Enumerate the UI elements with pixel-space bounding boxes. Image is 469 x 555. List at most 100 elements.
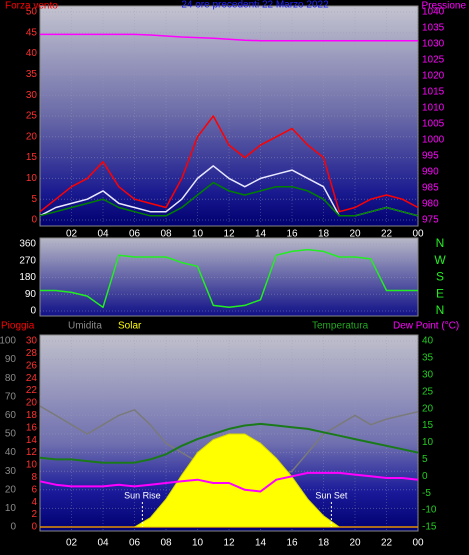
y3-tick-label: 8: [31, 472, 37, 483]
y2-tick-label: 20: [422, 403, 434, 414]
y-tick-label: 50: [5, 429, 17, 440]
y3-tick-label: 26: [26, 360, 38, 371]
x-tick-label: 02: [66, 538, 78, 549]
line: [39, 115, 419, 213]
legend-label: Pressione: [422, 1, 467, 12]
y-tick-label: 40: [5, 447, 17, 458]
y-tick-label: 15: [26, 152, 38, 163]
x-tick-label: 12: [223, 229, 235, 240]
x-tick-label: 14: [255, 538, 267, 549]
legend-label: Temperatura: [312, 321, 369, 332]
y-tick-label: 90: [5, 354, 17, 365]
y2-tick-label: 5: [422, 454, 428, 465]
y2-tick-label: 1000: [422, 135, 445, 146]
y2-tick-label: 35: [422, 353, 434, 364]
plot-area: [39, 5, 419, 227]
y2-tick-label: E: [436, 286, 444, 300]
y2-tick-label: 1025: [422, 55, 445, 66]
y2-tick-label: 990: [422, 167, 439, 178]
y3-tick-label: 22: [26, 385, 38, 396]
line: [40, 248, 418, 309]
y2-tick-label: -5: [422, 488, 431, 499]
y-tick-label: 25: [26, 111, 38, 122]
y-tick-label: 20: [26, 131, 38, 142]
y2-tick-label: 1005: [422, 119, 445, 130]
y2-tick-label: 10: [422, 437, 434, 448]
y2-tick-label: 0: [422, 471, 428, 482]
x-tick-label: 16: [286, 229, 298, 240]
y2-tick-label: 975: [422, 215, 439, 226]
y2-tick-label: 1030: [422, 39, 445, 50]
area: [40, 433, 418, 528]
x-tick-label: 10: [192, 229, 204, 240]
y-tick-label: 20: [5, 484, 17, 495]
y-tick-label: 10: [5, 503, 17, 514]
x-tick-label: 22: [381, 229, 393, 240]
y2-tick-label: 1010: [422, 103, 445, 114]
legend-label: Solar: [118, 321, 142, 332]
legend-label: Forza vento: [5, 1, 58, 12]
y-tick-label: 180: [19, 272, 36, 283]
y3-tick-label: 4: [31, 497, 37, 508]
plot-area: [39, 334, 419, 532]
x-tick-label: 22: [381, 538, 393, 549]
y2-tick-label: 15: [422, 420, 434, 431]
annotation: Sun Rise: [124, 490, 161, 500]
y-tick-label: 5: [31, 194, 37, 205]
y2-tick-label: N: [436, 303, 445, 317]
x-tick-label: 06: [129, 538, 141, 549]
y3-tick-label: 28: [26, 348, 38, 359]
x-tick-label: 06: [129, 229, 141, 240]
x-tick-label: 00: [412, 229, 424, 240]
y-tick-label: 40: [26, 48, 38, 59]
x-tick-label: 04: [97, 229, 109, 240]
chart-title: 24 ore precedenti 22 Marzo 2022: [181, 0, 329, 11]
y3-tick-label: 14: [26, 435, 38, 446]
y2-tick-label: 30: [422, 369, 434, 380]
legend-label: Umidita: [68, 321, 102, 332]
y3-tick-label: 20: [26, 398, 38, 409]
x-tick-label: 10: [192, 538, 204, 549]
x-tick-label: 02: [66, 229, 78, 240]
y2-tick-label: 25: [422, 386, 434, 397]
y-tick-label: 35: [26, 69, 38, 80]
y2-tick-label: 1035: [422, 23, 445, 34]
legend-label: Pioggia: [1, 321, 35, 332]
line: [40, 33, 418, 42]
y2-tick-label: W: [434, 253, 446, 267]
y3-tick-label: 30: [26, 336, 38, 347]
y-tick-label: 270: [19, 255, 36, 266]
y-tick-label: 100: [0, 336, 16, 347]
x-tick-label: 16: [286, 538, 298, 549]
y-tick-label: 90: [25, 289, 37, 300]
x-tick-label: 18: [318, 229, 330, 240]
y2-tick-label: 1040: [422, 7, 445, 18]
y2-tick-label: 985: [422, 183, 439, 194]
y-tick-label: 30: [5, 466, 17, 477]
y3-tick-label: 10: [26, 460, 38, 471]
x-tick-label: 04: [97, 538, 109, 549]
y2-tick-label: N: [436, 236, 445, 250]
y2-tick-label: 995: [422, 151, 439, 162]
y3-tick-label: 16: [26, 422, 38, 433]
x-tick-label: 18: [318, 538, 330, 549]
legend-label: Dew Point (°C): [393, 321, 459, 332]
x-tick-label: 08: [160, 538, 172, 549]
y3-tick-label: 12: [26, 447, 38, 458]
line: [39, 181, 419, 217]
x-tick-label: 20: [349, 538, 361, 549]
y-tick-label: 360: [19, 239, 36, 250]
x-tick-label: 20: [349, 229, 361, 240]
y2-tick-label: -15: [422, 522, 437, 533]
y-tick-label: 0: [31, 215, 37, 226]
y2-tick-label: 40: [422, 336, 434, 347]
y-tick-label: 60: [5, 410, 17, 421]
y2-tick-label: S: [436, 270, 444, 284]
y-tick-label: 50: [26, 7, 38, 18]
y2-tick-label: 1020: [422, 71, 445, 82]
x-tick-label: 14: [255, 229, 267, 240]
y-tick-label: 70: [5, 391, 17, 402]
y-tick-label: 0: [30, 306, 36, 317]
